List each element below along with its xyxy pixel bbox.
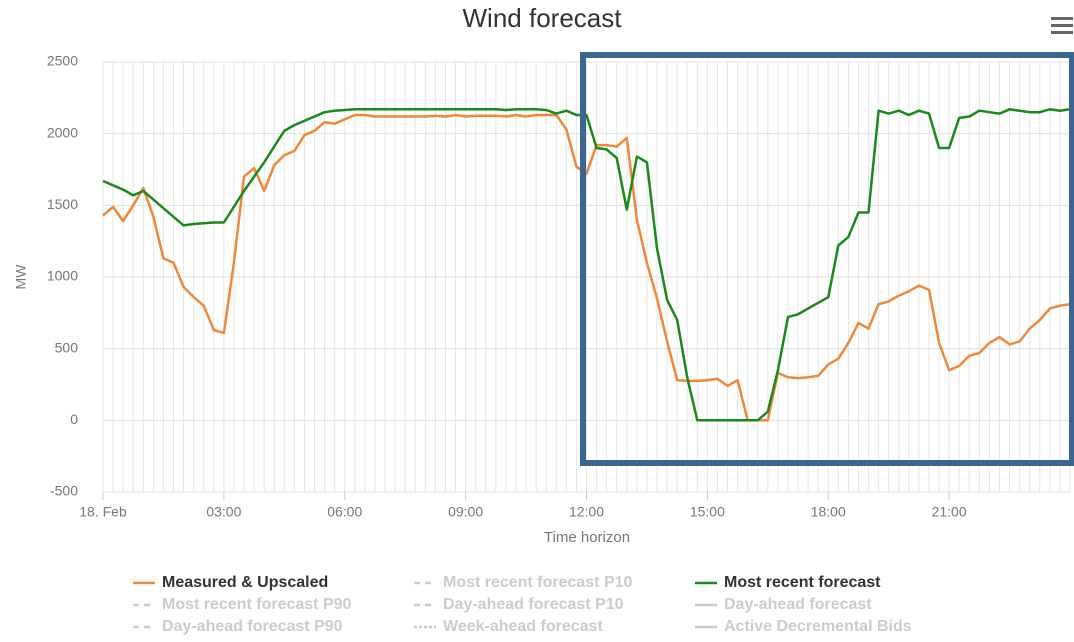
y-tick-label: 0 [70,411,78,427]
menu-icon[interactable] [1051,17,1073,34]
legend-item[interactable]: Day-ahead forecast P90 [133,618,343,635]
series-line [102,108,1071,422]
legend-label: Active Decremental Bids [724,618,912,635]
legend-label: Day-ahead forecast [724,596,872,613]
y-tick-label: 1000 [47,268,78,284]
x-tick-label: 12:00 [569,504,604,520]
legend-item[interactable]: Most recent forecast P90 [133,596,352,613]
x-tick-label: 21:00 [932,504,967,520]
legend-label: Week-ahead forecast [443,618,603,635]
highlight-box [580,52,1074,466]
legend-item[interactable]: Day-ahead forecast [695,596,872,613]
legend-label: Day-ahead forecast P90 [162,618,343,635]
y-axis-label: MW [13,264,29,290]
legend-item[interactable]: Active Decremental Bids [695,618,912,635]
menu-bar [1051,31,1073,34]
legend-label: Measured & Upscaled [162,574,328,591]
x-tick-label: 09:00 [448,504,483,520]
x-tick-label: 03:00 [206,504,241,520]
legend-item[interactable]: Week-ahead forecast [414,618,603,635]
chart-title: Wind forecast [463,3,623,33]
series-line [102,113,1071,422]
legend-item[interactable]: Measured & Upscaled [133,574,328,591]
x-tick-label: 06:00 [327,504,362,520]
y-tick-label: -500 [50,483,78,499]
legend-label: Most recent forecast [724,574,881,591]
legend: Measured & Upscaled Most recent forecast … [133,574,912,635]
x-tick-label: 15:00 [690,504,725,520]
legend-item[interactable]: Most recent forecast P10 [414,574,633,591]
x-tick-label: 18:00 [811,504,846,520]
x-tick-label: 18. Feb [79,504,127,520]
menu-bar [1051,24,1073,27]
legend-label: Most recent forecast P90 [162,596,352,613]
y-tick-label: 1500 [47,196,78,212]
y-tick-label: 500 [55,339,79,355]
legend-label: Most recent forecast P10 [443,574,633,591]
y-tick-label: 2500 [47,53,78,69]
menu-bar [1051,17,1073,20]
x-axis-label: Time horizon [544,529,630,546]
legend-label: Day-ahead forecast P10 [443,596,624,613]
grid: -500 0 500 1000 1500 2000 2500 18. Feb 03:00 06:0… [47,53,1071,520]
legend-item[interactable]: Day-ahead forecast P10 [414,596,624,613]
legend-item[interactable]: Most recent forecast [695,574,881,591]
lines [102,108,1071,422]
y-tick-label: 2000 [47,124,78,140]
